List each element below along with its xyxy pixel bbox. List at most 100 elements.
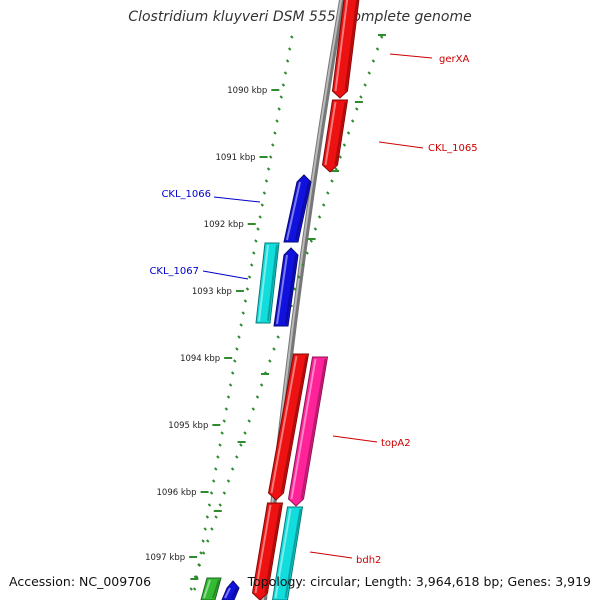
tick-label: 1097 kbp	[145, 553, 185, 563]
inner-minor-tick	[290, 35, 294, 39]
gene-arrow-highlight	[258, 244, 269, 322]
gene-arrow[interactable]	[271, 506, 304, 600]
gene-label[interactable]: topA2	[381, 438, 411, 449]
gene-arrow-shadow	[231, 587, 238, 599]
outer-minor-tick	[326, 191, 330, 195]
gene-arrow-shadow	[295, 181, 310, 241]
gene-label[interactable]: CKL_1067	[149, 266, 199, 277]
gene-leader-line	[213, 196, 261, 203]
gene-feature[interactable]	[251, 502, 284, 600]
gene-arrow[interactable]	[287, 356, 329, 507]
outer-minor-tick	[355, 107, 359, 111]
gene-feature[interactable]	[255, 242, 280, 324]
tick-label: 1092 kbp	[204, 220, 244, 230]
accession-text: Accession: NC_009706	[9, 574, 152, 589]
inner-minor-tick	[197, 563, 201, 567]
inner-minor-tick	[285, 59, 290, 63]
inner-minor-tick	[237, 335, 241, 339]
gene-arrow-shadow	[284, 508, 302, 599]
inner-minor-tick	[218, 443, 222, 447]
gene-feature[interactable]	[273, 247, 299, 327]
gene-arrow-shadow	[267, 244, 278, 322]
inner-minor-tick	[271, 143, 275, 147]
gene-feature[interactable]	[283, 174, 312, 243]
gene-arrow-shadow	[285, 254, 297, 325]
inner-minor-tick	[195, 575, 199, 579]
outer-minor-tick	[255, 395, 260, 399]
gene-label[interactable]: bdh2	[356, 555, 381, 566]
gene-feature[interactable]	[287, 356, 329, 507]
gene-feature[interactable]	[221, 580, 240, 600]
inner-minor-tick	[216, 455, 220, 459]
inner-minor-tick	[243, 299, 248, 303]
gene-arrow[interactable]	[251, 502, 284, 600]
gene-arrow[interactable]	[331, 0, 360, 99]
inner-minor-tick	[262, 191, 267, 195]
inner-minor-tick	[241, 311, 245, 315]
gene-arrow-highlight	[224, 587, 231, 599]
outer-minor-tick	[218, 503, 222, 507]
outer-minor-tick	[214, 515, 218, 519]
inner-minor-tick	[224, 407, 229, 411]
outer-minor-tick	[346, 131, 351, 135]
gene-arrow-highlight	[203, 579, 211, 599]
inner-minor-tick	[283, 71, 288, 75]
gene-arrow[interactable]	[200, 577, 222, 600]
inner-minor-tick	[214, 467, 218, 471]
inner-minor-tick	[201, 539, 205, 543]
topology-text: Topology: circular; Length: 3,964,618 bp…	[247, 574, 591, 589]
outer-minor-tick	[305, 251, 309, 255]
gene-arrow[interactable]	[283, 174, 312, 243]
inner-minor-tick	[222, 419, 226, 423]
inner-minor-tick	[192, 587, 197, 591]
gene-arrow[interactable]	[267, 353, 310, 501]
outer-minor-tick	[226, 479, 231, 483]
outer-minor-tick	[301, 263, 305, 267]
gene-feature[interactable]	[200, 577, 222, 600]
inner-minor-tick	[249, 263, 254, 267]
gene-label[interactable]: gerXA	[439, 54, 469, 65]
gene-arrow[interactable]	[321, 99, 349, 173]
gene-feature[interactable]	[321, 99, 349, 173]
outer-minor-tick	[359, 95, 363, 99]
gene-label[interactable]: CKL_1065	[428, 143, 478, 154]
gene-features	[200, 0, 360, 600]
inner-minor-tick	[268, 155, 273, 159]
gene-arrow[interactable]	[221, 580, 240, 600]
outer-minor-tick	[317, 215, 322, 219]
outer-tick-ring	[189, 34, 386, 591]
gene-arrow[interactable]	[273, 247, 299, 327]
outer-minor-tick	[330, 179, 334, 183]
inner-minor-tick	[199, 551, 203, 555]
inner-minor-tick	[228, 383, 233, 387]
gene-arrow-highlight	[276, 254, 288, 325]
gene-arrow-shadow	[264, 504, 282, 594]
inner-minor-tick	[277, 107, 281, 111]
inner-minor-tick	[233, 359, 237, 363]
outer-minor-tick	[379, 35, 384, 39]
gene-arrow-highlight	[274, 508, 292, 599]
outer-minor-tick	[338, 155, 342, 159]
gene-arrow-highlight	[270, 355, 298, 494]
gene-arrow-highlight	[290, 358, 317, 500]
gene-feature[interactable]	[267, 353, 310, 501]
tick-label: 1094 kbp	[180, 354, 220, 364]
outer-minor-tick	[363, 83, 367, 87]
gene-feature[interactable]	[271, 506, 304, 600]
gene-label[interactable]: CKL_1066	[161, 189, 211, 200]
gene-leader-line	[389, 53, 433, 59]
gene-arrow[interactable]	[255, 242, 280, 324]
inner-minor-tick	[235, 347, 239, 351]
inner-minor-tick	[258, 215, 262, 219]
gene-arrow-shadow	[212, 579, 220, 599]
inner-minor-tick	[205, 515, 210, 519]
outer-minor-tick	[235, 455, 239, 459]
outer-minor-tick	[313, 227, 318, 231]
outer-minor-tick	[293, 287, 297, 291]
gene-arrow-highlight	[286, 181, 301, 241]
gene-feature[interactable]	[331, 0, 360, 99]
inner-minor-tick	[264, 179, 269, 183]
inner-minor-tick	[288, 47, 292, 51]
gene-labels: gerXA CKL_1065 CKL_1066 CKL_1067 topA2 bdh2	[149, 53, 478, 566]
